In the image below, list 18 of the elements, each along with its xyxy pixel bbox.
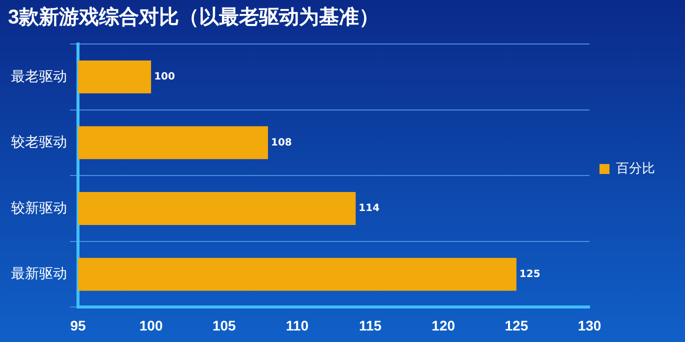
chart-title: 3款新游戏综合对比（以最老驱动为基准） <box>8 6 380 29</box>
x-tick-label: 125 <box>504 317 528 334</box>
x-tick-label: 100 <box>139 317 163 334</box>
y-tick-label: 最老驱动 <box>11 68 67 84</box>
x-tick-label: 95 <box>70 317 86 334</box>
y-tick-label: 最新驱动 <box>11 265 67 282</box>
y-tick-label: 较新驱动 <box>11 199 67 216</box>
data-label: 100 <box>154 71 175 82</box>
x-tick-label: 115 <box>358 317 382 334</box>
x-tick-label: 130 <box>578 317 602 334</box>
x-tick-label: 105 <box>212 317 236 334</box>
x-tick-label: 120 <box>432 317 456 334</box>
data-label: 108 <box>270 137 292 148</box>
x-tick-label: 110 <box>286 317 309 334</box>
data-label: 125 <box>519 268 540 280</box>
data-label: 114 <box>358 203 380 214</box>
legend-label: 百分比 <box>616 160 655 176</box>
y-tick-label: 较老驱动 <box>11 134 67 150</box>
